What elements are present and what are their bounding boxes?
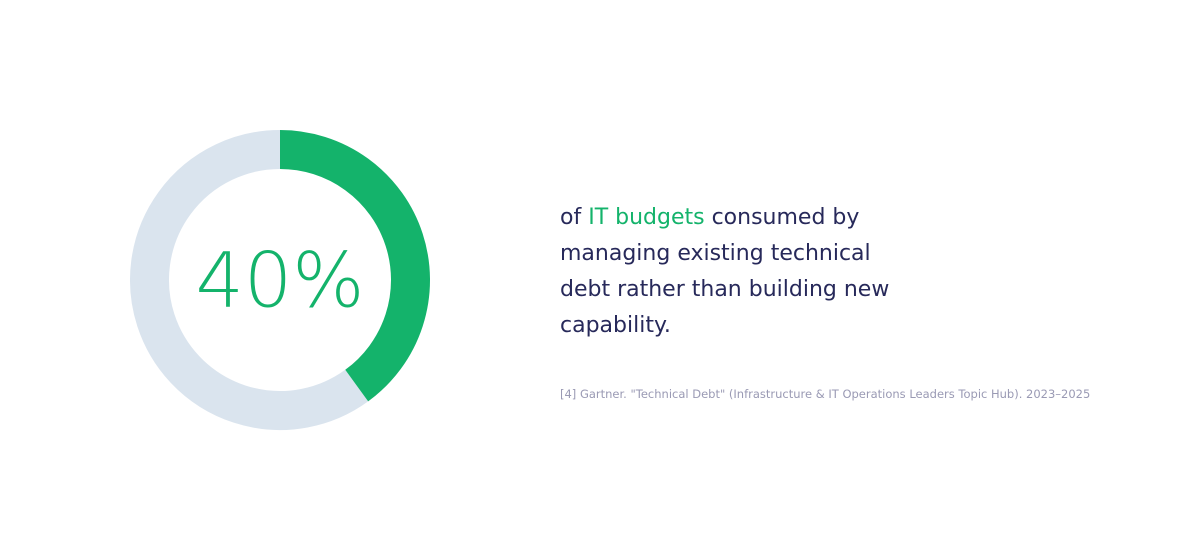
donut-segment: [279, 130, 430, 402]
caption-highlight: IT budgets: [588, 205, 705, 230]
source: [4] Gartner. "Technical Debt" (Infrastru…: [560, 387, 1091, 401]
donut-chart: 40%: [130, 130, 430, 430]
center-label: 40%: [196, 236, 365, 325]
caption-text: consumed by managing existing technical …: [560, 205, 890, 338]
caption: of IT budgets consumed by managing exist…: [560, 200, 900, 344]
donut-segment: [130, 130, 369, 430]
caption-text: of: [560, 205, 589, 230]
